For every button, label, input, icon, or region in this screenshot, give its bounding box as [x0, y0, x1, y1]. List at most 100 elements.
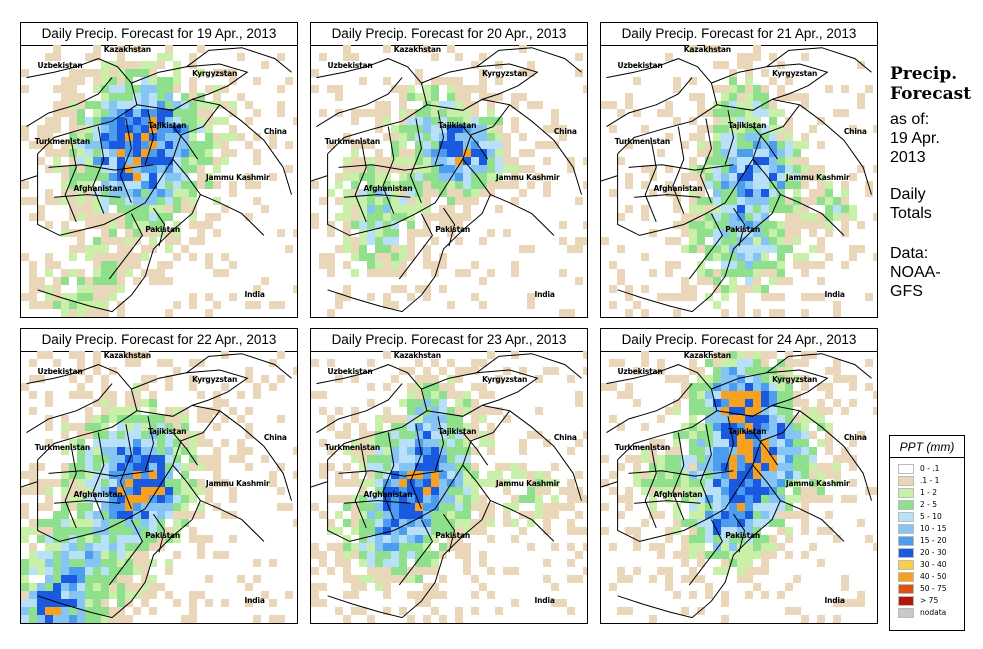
- precip-cell: [213, 455, 221, 463]
- precip-cell: [125, 447, 133, 455]
- precip-cell: [777, 245, 785, 253]
- precip-cell: [777, 439, 785, 447]
- precip-cell: [69, 423, 77, 431]
- precip-cell: [383, 237, 391, 245]
- precip-cell: [487, 439, 495, 447]
- precip-cell: [149, 173, 157, 181]
- precip-cell: [101, 197, 109, 205]
- precip-cell: [343, 447, 351, 455]
- precip-cell: [415, 423, 423, 431]
- precip-cell: [697, 423, 705, 431]
- precip-cell: [729, 487, 737, 495]
- precip-cell: [745, 567, 753, 575]
- precip-cell: [641, 205, 649, 213]
- precip-cell: [567, 527, 575, 535]
- precip-cell: [391, 181, 399, 189]
- precip-cell: [85, 173, 93, 181]
- precip-cell: [359, 455, 367, 463]
- precip-cell: [181, 487, 189, 495]
- precip-cell: [77, 359, 85, 367]
- country-label-tajikistan: Tajikistan: [727, 121, 767, 131]
- precip-cell: [109, 197, 117, 205]
- precip-cell: [641, 455, 649, 463]
- precip-cell: [37, 133, 45, 141]
- precip-cell: [801, 173, 809, 181]
- precip-cell: [857, 431, 865, 439]
- precip-cell: [753, 285, 761, 293]
- precip-cell: [21, 567, 29, 575]
- boundary-line: [327, 158, 491, 313]
- precip-cell: [737, 431, 745, 439]
- precip-cell: [705, 125, 713, 133]
- boundary-line: [21, 175, 38, 182]
- country-label-kazakhstan: Kazakhstan: [393, 45, 441, 54]
- precip-cell: [729, 407, 737, 415]
- precip-cell: [447, 117, 455, 125]
- precip-cell: [181, 133, 189, 141]
- precip-cell: [101, 229, 109, 237]
- precip-cell: [625, 285, 633, 293]
- precip-cell: [721, 221, 729, 229]
- precip-cell: [471, 575, 479, 583]
- precip-cell: [447, 375, 455, 383]
- precip-cell: [399, 157, 407, 165]
- precip-cell: [455, 487, 463, 495]
- precip-cell: [423, 495, 431, 503]
- precip-cell: [213, 423, 221, 431]
- precip-cell: [221, 269, 229, 277]
- precip-cell: [825, 253, 833, 261]
- precip-cell: [157, 583, 165, 591]
- precip-cell: [543, 559, 551, 567]
- precip-cell: [713, 423, 721, 431]
- precip-cell: [343, 261, 351, 269]
- precip-cell: [157, 261, 165, 269]
- precip-cell: [133, 551, 141, 559]
- precip-cell: [117, 245, 125, 253]
- precip-cell: [335, 527, 343, 535]
- precip-cell: [761, 559, 769, 567]
- boundary-line: [354, 443, 367, 528]
- precip-cell: [705, 551, 713, 559]
- precip-cell: [439, 77, 447, 85]
- precip-cell: [825, 527, 833, 535]
- boundary-line: [601, 481, 618, 488]
- precip-cell: [583, 367, 587, 375]
- precip-cell: [69, 109, 77, 117]
- precip-cell: [205, 173, 213, 181]
- precip-cell: [609, 125, 617, 133]
- precip-cell: [673, 511, 681, 519]
- precip-cell: [53, 479, 61, 487]
- precip-cell: [229, 261, 237, 269]
- precip-cell: [173, 301, 181, 309]
- precip-cell: [189, 383, 197, 391]
- precip-cell: [519, 527, 527, 535]
- precip-cell: [817, 173, 825, 181]
- precip-cell: [77, 197, 85, 205]
- precip-cell: [527, 61, 535, 69]
- precip-cell: [319, 391, 327, 399]
- precip-cell: [681, 391, 689, 399]
- precip-cell: [721, 439, 729, 447]
- precip-cell: [375, 471, 383, 479]
- precip-cell: [125, 117, 133, 125]
- precip-cell: [511, 157, 519, 165]
- precip-cell: [351, 607, 359, 615]
- precip-cell: [423, 463, 431, 471]
- precip-cell: [801, 261, 809, 269]
- precip-cell: [689, 45, 697, 53]
- precip-cell: [141, 415, 149, 423]
- precip-cell: [93, 269, 101, 277]
- precip-cell: [737, 471, 745, 479]
- precip-cell: [745, 383, 753, 391]
- country-label-india: India: [534, 595, 555, 605]
- precip-cell: [503, 511, 511, 519]
- precip-cell: [125, 359, 133, 367]
- precip-cell: [479, 383, 487, 391]
- precip-cell: [559, 503, 567, 511]
- country-label-kazakhstan: Kazakhstan: [103, 45, 151, 54]
- precip-cell: [721, 61, 729, 69]
- precip-cell: [205, 101, 213, 109]
- precip-cell: [575, 53, 583, 61]
- precip-cell: [205, 309, 213, 317]
- precip-cell: [753, 45, 761, 53]
